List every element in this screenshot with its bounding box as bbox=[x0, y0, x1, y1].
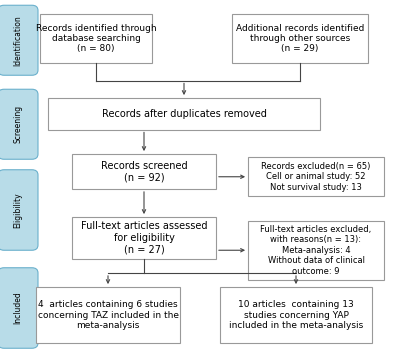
Text: Records screened
(n = 92): Records screened (n = 92) bbox=[101, 161, 187, 182]
FancyBboxPatch shape bbox=[220, 287, 372, 343]
FancyBboxPatch shape bbox=[0, 89, 38, 159]
Text: Full-text articles assessed
for eligibility
(n = 27): Full-text articles assessed for eligibil… bbox=[81, 222, 207, 254]
FancyBboxPatch shape bbox=[248, 158, 384, 196]
FancyBboxPatch shape bbox=[48, 98, 320, 130]
FancyBboxPatch shape bbox=[248, 220, 384, 280]
FancyBboxPatch shape bbox=[0, 170, 38, 250]
FancyBboxPatch shape bbox=[72, 154, 216, 189]
FancyBboxPatch shape bbox=[0, 268, 38, 348]
Text: Eligibility: Eligibility bbox=[14, 192, 22, 228]
FancyBboxPatch shape bbox=[36, 287, 180, 343]
Text: Screening: Screening bbox=[14, 105, 22, 143]
FancyBboxPatch shape bbox=[232, 14, 368, 63]
Text: Records after duplicates removed: Records after duplicates removed bbox=[102, 109, 266, 119]
Text: Full-text articles excluded,
with reasons(n = 13):
Meta-analysis: 4
Without data: Full-text articles excluded, with reason… bbox=[260, 225, 372, 275]
Text: Additional records identified
through other sources
(n = 29): Additional records identified through ot… bbox=[236, 23, 364, 54]
Text: 10 articles  containing 13
studies concerning YAP
included in the meta-analysis: 10 articles containing 13 studies concer… bbox=[229, 300, 363, 330]
Text: Identification: Identification bbox=[14, 15, 22, 66]
Text: Records identified through
database searching
(n = 80): Records identified through database sear… bbox=[36, 23, 156, 54]
Text: Records excluded(n = 65)
Cell or animal study: 52
Not survival study: 13: Records excluded(n = 65) Cell or animal … bbox=[261, 162, 371, 192]
FancyBboxPatch shape bbox=[72, 217, 216, 259]
Text: 4  articles containing 6 studies
concerning TAZ included in the
meta-analysis: 4 articles containing 6 studies concerni… bbox=[38, 300, 178, 330]
Text: Included: Included bbox=[14, 292, 22, 324]
FancyBboxPatch shape bbox=[0, 5, 38, 75]
FancyBboxPatch shape bbox=[40, 14, 152, 63]
